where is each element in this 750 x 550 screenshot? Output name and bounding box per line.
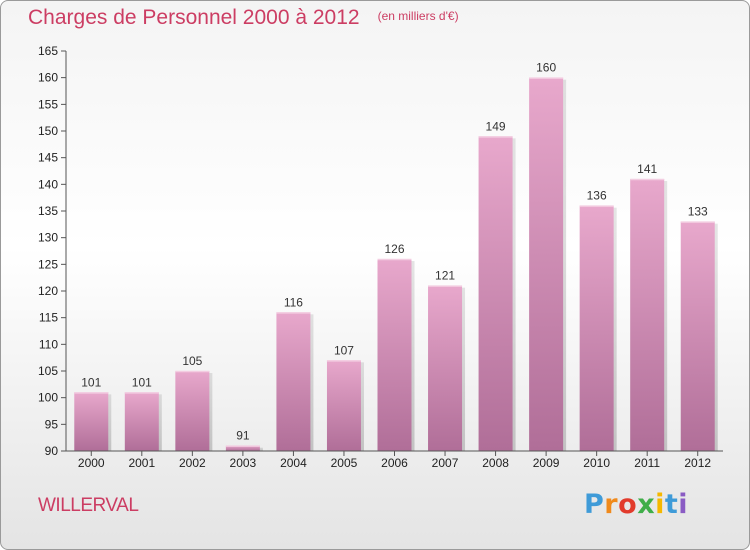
logo-letter: P xyxy=(584,489,605,520)
data-label: 149 xyxy=(486,119,506,133)
y-tick-label: 100 xyxy=(38,391,58,405)
data-label: 126 xyxy=(384,242,404,256)
data-label: 107 xyxy=(334,343,354,357)
x-tick-label: 2012 xyxy=(684,456,711,470)
x-tick-label: 2005 xyxy=(331,456,358,470)
bar xyxy=(428,285,463,451)
data-label: 116 xyxy=(284,295,303,309)
logo-letter: i xyxy=(678,489,689,520)
y-tick-label: 120 xyxy=(38,284,58,298)
bar xyxy=(124,392,159,451)
y-tick-label: 155 xyxy=(38,97,58,111)
title-row: Charges de Personnel 2000 à 2012 (en mil… xyxy=(28,6,459,30)
x-tick-label: 2006 xyxy=(381,456,408,470)
x-tick-label: 2002 xyxy=(179,456,206,470)
y-tick-label: 160 xyxy=(38,71,58,85)
proxiti-logo[interactable]: Proxiti xyxy=(584,489,688,520)
location-name: WILLERVAL xyxy=(38,495,139,516)
x-tick-label: 2011 xyxy=(634,456,660,470)
x-tick-label: 2003 xyxy=(230,456,257,470)
y-tick-label: 95 xyxy=(45,417,59,431)
x-tick-label: 2007 xyxy=(432,456,459,470)
x-tick-label: 2009 xyxy=(533,456,560,470)
bar xyxy=(225,445,260,451)
logo-letter: r xyxy=(604,489,619,520)
x-axis: 2000 2001 2002 2003 2004 2005 2006 2007 2008 2009… xyxy=(66,450,723,470)
logo-letter: i xyxy=(655,489,665,520)
x-tick-label: 2004 xyxy=(280,456,307,470)
logo-letter: t xyxy=(664,489,679,520)
y-tick-label: 125 xyxy=(38,257,58,271)
data-label: 101 xyxy=(132,375,152,389)
bar xyxy=(326,360,361,451)
x-tick-label: 2000 xyxy=(78,456,105,470)
y-tick-label: 90 xyxy=(45,444,59,458)
logo-letter: x xyxy=(637,489,656,520)
bar xyxy=(529,77,564,452)
x-tick-label: 2001 xyxy=(128,456,155,470)
y-tick-label: 140 xyxy=(38,177,58,191)
bar xyxy=(377,259,412,451)
y-tick-label: 165 xyxy=(38,44,58,58)
x-tick-label: 2008 xyxy=(482,456,509,470)
y-axis: 90 95 100 105 110 115 120 125 130 135 140 145 150 155… xyxy=(38,44,67,458)
bar xyxy=(478,136,513,452)
y-tick-label: 105 xyxy=(38,364,58,378)
data-label: 101 xyxy=(81,375,101,389)
data-label: 136 xyxy=(587,189,607,203)
y-tick-label: 130 xyxy=(38,231,58,245)
data-label: 160 xyxy=(536,61,556,75)
data-label: 121 xyxy=(435,269,455,283)
y-tick-label: 115 xyxy=(39,311,58,325)
bar xyxy=(579,205,614,451)
data-label: 133 xyxy=(688,205,708,219)
chart-title: Charges de Personnel 2000 à 2012 xyxy=(28,6,360,29)
y-tick-label: 150 xyxy=(38,124,58,138)
x-tick-label: 2010 xyxy=(583,456,610,470)
bar xyxy=(276,312,311,451)
y-tick-label: 135 xyxy=(38,204,58,218)
bar xyxy=(630,179,665,451)
y-tick-label: 110 xyxy=(39,337,58,351)
data-label: 141 xyxy=(637,162,657,176)
bar xyxy=(680,221,715,451)
chart-subtitle: (en milliers d'€) xyxy=(377,9,459,23)
bars: 101 101 105 91 116 107 126 121 149 160 136 141 133 xyxy=(74,61,718,452)
logo-letter: o xyxy=(618,489,638,520)
y-tick-label: 145 xyxy=(38,151,58,165)
data-label: 91 xyxy=(236,429,250,443)
data-label: 105 xyxy=(182,354,202,368)
bar xyxy=(74,392,109,451)
bar xyxy=(175,371,210,451)
